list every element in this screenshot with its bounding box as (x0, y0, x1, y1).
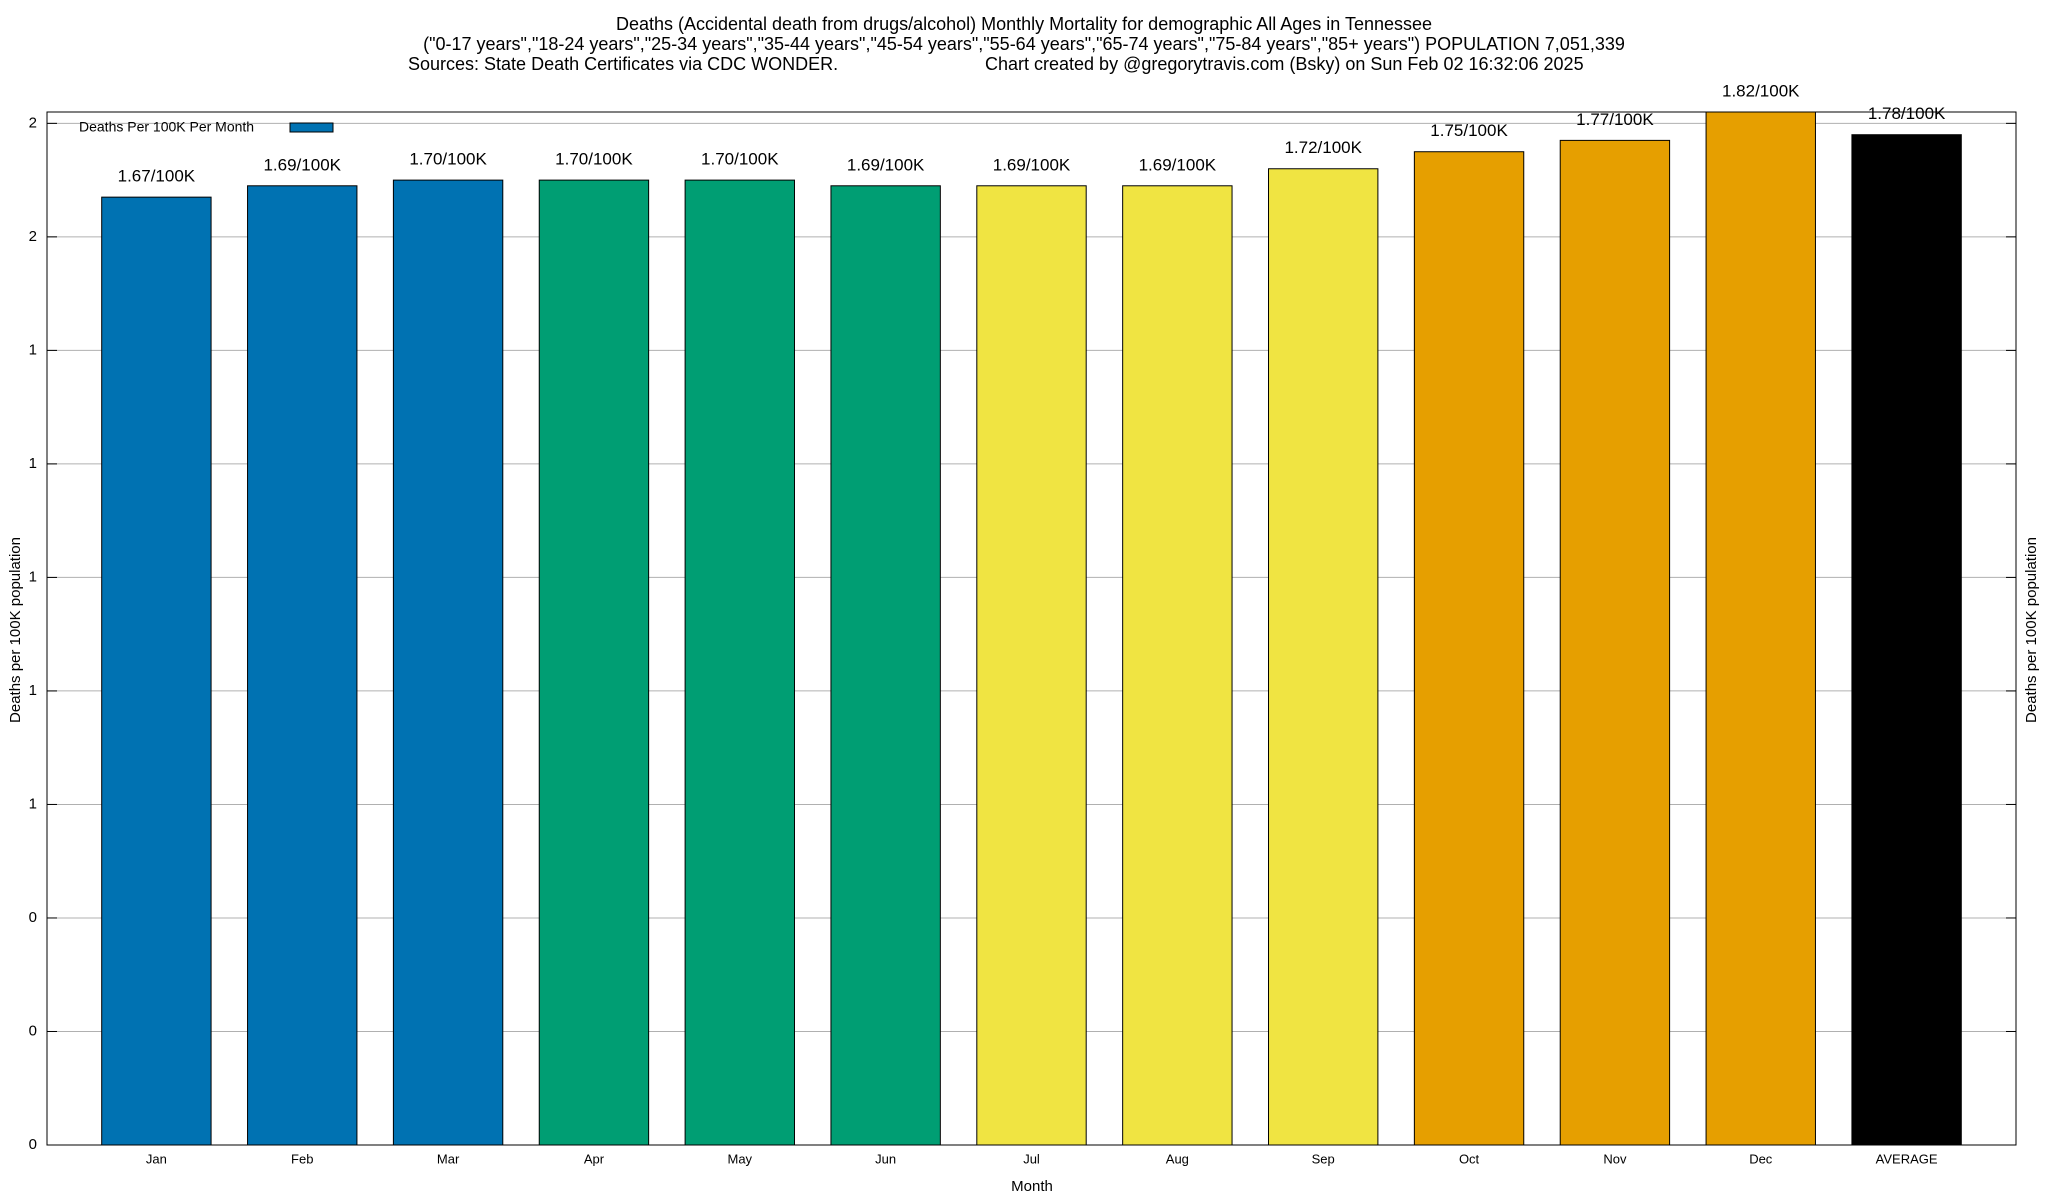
y-tick-label: 2 (29, 228, 37, 245)
y-tick-label: 1 (29, 455, 37, 472)
value-label: 1.72/100K (1284, 138, 1362, 157)
bar (1559, 139, 1671, 1146)
legend-swatch (289, 122, 334, 133)
y-axis-label: Deaths per 100K population (7, 537, 24, 723)
value-label: 1.75/100K (1430, 121, 1508, 140)
value-label: 1.82/100K (1722, 81, 1800, 100)
bar (1268, 168, 1379, 1146)
value-label: 1.69/100K (847, 155, 925, 174)
x-tick-label: May (728, 1151, 753, 1166)
x-tick-label: Feb (291, 1151, 313, 1166)
y-tick-label: 2 (29, 114, 37, 131)
x-tick-label: Sep (1312, 1151, 1335, 1166)
value-label: 1.69/100K (993, 155, 1071, 174)
value-label: 1.78/100K (1868, 104, 1946, 123)
bar (101, 196, 212, 1146)
y-tick-label: 0 (29, 909, 37, 926)
bar (392, 179, 504, 1146)
value-label: 1.70/100K (555, 150, 633, 169)
x-tick-label: Aug (1166, 1151, 1189, 1166)
bar (976, 185, 1087, 1146)
x-tick-label: Jul (1023, 1151, 1040, 1166)
legend-label: Deaths Per 100K Per Month (79, 119, 254, 135)
bar (247, 185, 358, 1146)
chart-title: Deaths (Accidental death from drugs/alco… (616, 14, 1432, 34)
value-label: 1.70/100K (701, 150, 779, 169)
x-tick-label: Oct (1459, 1151, 1480, 1166)
bar (1122, 185, 1233, 1146)
x-tick-label: Jun (875, 1151, 896, 1166)
x-tick-label: Apr (584, 1151, 605, 1166)
y-tick-label: 1 (29, 795, 37, 812)
x-axis-label: Month (1011, 1178, 1053, 1195)
value-label: 1.77/100K (1576, 110, 1654, 129)
bar (1413, 151, 1525, 1146)
y-tick-label: 1 (29, 568, 37, 585)
bar (538, 179, 650, 1146)
credit: Chart created by @gregorytravis.com (Bsk… (985, 54, 1584, 74)
x-tick-label: Nov (1603, 1151, 1627, 1166)
value-label: 1.70/100K (409, 150, 487, 169)
y-tick-label: 0 (29, 1022, 37, 1039)
y-tick-label: 1 (29, 341, 37, 358)
bar (1705, 111, 1816, 1146)
y-tick-label: 0 (29, 1136, 37, 1153)
value-label: 1.67/100K (118, 167, 196, 186)
chart-subtitle: ("0-17 years","18-24 years","25-34 years… (423, 34, 1625, 54)
y2-axis-label: Deaths per 100K population (2023, 537, 2040, 723)
x-tick-label: AVERAGE (1876, 1151, 1938, 1166)
x-tick-label: Mar (437, 1151, 460, 1166)
sources: Sources: State Death Certificates via CD… (408, 54, 838, 74)
value-label: 1.69/100K (1139, 155, 1217, 174)
bar (1851, 134, 1962, 1146)
plot-frame (46, 111, 2017, 1146)
x-tick-label: Dec (1749, 1151, 1773, 1166)
bar (830, 185, 941, 1146)
y-tick-label: 1 (29, 682, 37, 699)
value-label: 1.69/100K (263, 155, 341, 174)
x-tick-label: Jan (146, 1151, 167, 1166)
bar (684, 179, 795, 1146)
